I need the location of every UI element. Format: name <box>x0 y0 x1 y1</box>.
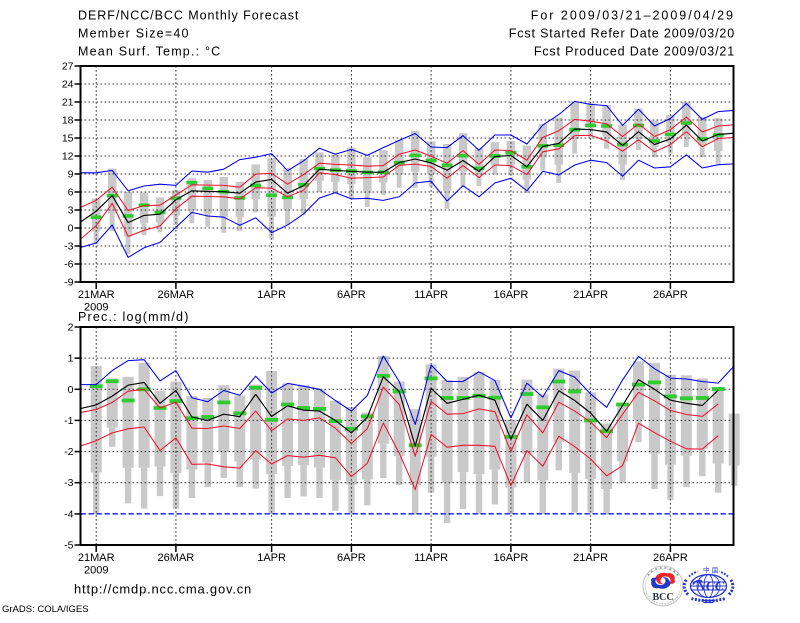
svg-text:2: 2 <box>68 322 74 334</box>
svg-text:11APR: 11APR <box>414 289 448 301</box>
svg-text:21: 21 <box>62 97 74 109</box>
svg-text:26APR: 26APR <box>653 552 688 564</box>
svg-text:11APR: 11APR <box>414 552 448 564</box>
svg-text:Fcst Started Refer Date 2009/0: Fcst Started Refer Date 2009/03/20 <box>509 27 735 41</box>
svg-text:6: 6 <box>68 187 74 199</box>
svg-text:24: 24 <box>62 79 74 91</box>
svg-text:21APR: 21APR <box>573 289 608 301</box>
svg-text:9: 9 <box>68 169 74 181</box>
svg-text:21APR: 21APR <box>573 552 608 564</box>
svg-text:27: 27 <box>62 61 74 73</box>
svg-text:0: 0 <box>68 384 74 396</box>
svg-text:中: 中 <box>703 565 710 574</box>
svg-text:-4: -4 <box>64 508 73 520</box>
svg-text:26MAR: 26MAR <box>158 552 195 564</box>
svg-text:-3: -3 <box>64 241 73 253</box>
svg-text:21MAR: 21MAR <box>78 289 115 301</box>
svg-text:-9: -9 <box>64 277 73 289</box>
svg-text:BCC: BCC <box>652 592 673 603</box>
svg-text:http://cmdp.ncc.cma.gov.cn: http://cmdp.ncc.cma.gov.cn <box>74 582 252 597</box>
svg-text:-1: -1 <box>64 415 73 427</box>
svg-text:16APR: 16APR <box>493 552 528 564</box>
svg-text:Prec.: log(mm/d): Prec.: log(mm/d) <box>78 310 190 324</box>
svg-text:1APR: 1APR <box>257 289 286 301</box>
svg-text:1: 1 <box>68 353 74 365</box>
svg-text:16APR: 16APR <box>493 289 528 301</box>
svg-text:For 2009/03/21–2009/04/29: For 2009/03/21–2009/04/29 <box>531 9 735 23</box>
svg-text:-2: -2 <box>64 446 73 458</box>
svg-text:NCC: NCC <box>695 579 725 594</box>
svg-text:-5: -5 <box>64 540 73 552</box>
svg-text:-3: -3 <box>64 477 73 489</box>
svg-text:DERF/NCC/BCC Monthly Forecast: DERF/NCC/BCC Monthly Forecast <box>78 9 299 23</box>
svg-text:2009: 2009 <box>84 302 108 314</box>
svg-text:3: 3 <box>68 205 74 217</box>
svg-text:1APR: 1APR <box>257 552 286 564</box>
svg-text:18: 18 <box>62 115 74 127</box>
svg-text:GrADS: COLA/IGES: GrADS: COLA/IGES <box>2 604 89 615</box>
svg-text:Mean Surf. Temp.: °C: Mean Surf. Temp.: °C <box>78 45 221 59</box>
svg-text:21MAR: 21MAR <box>78 552 115 564</box>
svg-text:国: 国 <box>712 567 719 575</box>
svg-text:6APR: 6APR <box>337 289 366 301</box>
svg-text:15: 15 <box>62 133 74 145</box>
svg-text:-6: -6 <box>64 259 73 271</box>
svg-text:2009: 2009 <box>84 565 108 577</box>
svg-text:12: 12 <box>62 151 74 163</box>
svg-text:26MAR: 26MAR <box>158 289 195 301</box>
svg-text:Fcst Produced Date 2009/03/21: Fcst Produced Date 2009/03/21 <box>534 45 735 59</box>
svg-text:0: 0 <box>68 223 74 235</box>
svg-text:26APR: 26APR <box>653 289 688 301</box>
svg-text:Member Size=40: Member Size=40 <box>78 27 190 41</box>
svg-text:6APR: 6APR <box>337 552 366 564</box>
